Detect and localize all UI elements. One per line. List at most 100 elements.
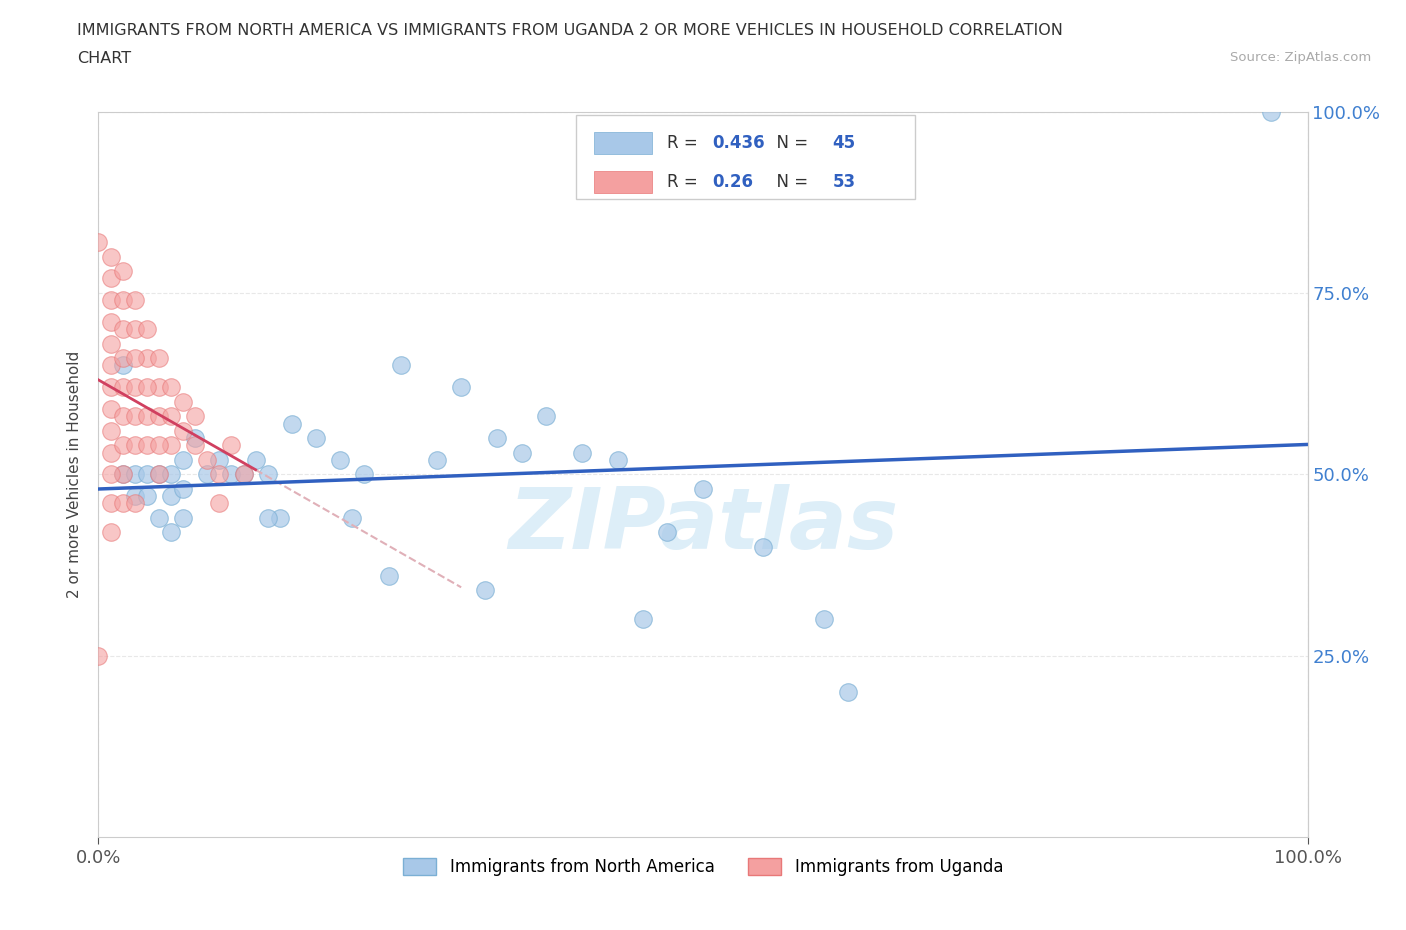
Point [160,525,183,539]
Point [172,482,194,497]
Point [160,438,183,453]
Point [100,525,122,539]
Point [813,612,835,627]
Point [172,511,194,525]
Point [124,488,146,503]
Point [342,511,364,525]
Point [426,452,449,467]
Point [221,438,243,453]
Point [571,445,593,460]
Point [692,482,714,497]
Point [184,409,207,424]
Point [124,467,146,482]
Point [172,394,194,409]
Bar [595,171,652,193]
Point [100,271,122,286]
Text: CHART: CHART [77,51,131,66]
Point [111,322,134,337]
Point [124,438,146,453]
Point [160,409,183,424]
Point [1260,104,1282,119]
Text: IMMIGRANTS FROM NORTH AMERICA VS IMMIGRANTS FROM UGANDA 2 OR MORE VEHICLES IN HO: IMMIGRANTS FROM NORTH AMERICA VS IMMIGRA… [77,23,1063,38]
Point [100,358,122,373]
Point [534,409,557,424]
Point [124,322,146,337]
Bar [576,115,915,199]
Point [148,351,170,365]
Point [87,234,110,249]
Point [208,467,231,482]
Point [135,322,157,337]
Text: R =: R = [666,134,703,152]
Point [135,488,157,503]
Point [124,496,146,511]
Point [111,409,134,424]
Point [87,648,110,663]
Point [281,416,304,431]
Point [135,379,157,394]
Point [172,423,194,438]
Point [100,445,122,460]
Point [135,438,157,453]
Point [124,293,146,308]
Point [135,351,157,365]
Point [655,525,678,539]
Point [100,314,122,329]
Point [160,379,183,394]
Text: R =: R = [666,173,703,191]
Legend: Immigrants from North America, Immigrants from Uganda: Immigrants from North America, Immigrant… [396,852,1010,883]
Point [111,379,134,394]
Point [148,467,170,482]
Point [100,249,122,264]
Point [389,358,412,373]
Text: ZIPatlas: ZIPatlas [508,484,898,566]
Point [510,445,533,460]
Text: N =: N = [766,134,813,152]
Point [256,467,278,482]
Point [305,431,328,445]
Point [377,568,399,583]
Point [100,337,122,352]
Point [269,511,291,525]
Point [256,511,278,525]
Point [607,452,630,467]
Point [148,379,170,394]
Point [474,583,496,598]
Point [160,488,183,503]
Point [111,438,134,453]
Point [245,452,267,467]
Point [208,496,231,511]
Text: 45: 45 [832,134,855,152]
Point [111,264,134,279]
Point [232,467,254,482]
Point [329,452,352,467]
Point [111,351,134,365]
Point [160,467,183,482]
Point [172,452,194,467]
Point [100,402,122,417]
Point [111,467,134,482]
Point [184,431,207,445]
Point [221,467,243,482]
Point [111,467,134,482]
Point [148,467,170,482]
Point [148,511,170,525]
Point [631,612,654,627]
Point [100,423,122,438]
Bar [595,132,652,153]
Text: 0.26: 0.26 [713,173,754,191]
Point [837,684,859,699]
Point [124,379,146,394]
Point [124,409,146,424]
Point [100,379,122,394]
Point [208,452,231,467]
Point [184,438,207,453]
Point [100,467,122,482]
Point [100,293,122,308]
Point [148,409,170,424]
Point [752,539,775,554]
Y-axis label: 2 or more Vehicles in Household: 2 or more Vehicles in Household [67,351,83,598]
Point [135,467,157,482]
Point [124,351,146,365]
Text: N =: N = [766,173,813,191]
